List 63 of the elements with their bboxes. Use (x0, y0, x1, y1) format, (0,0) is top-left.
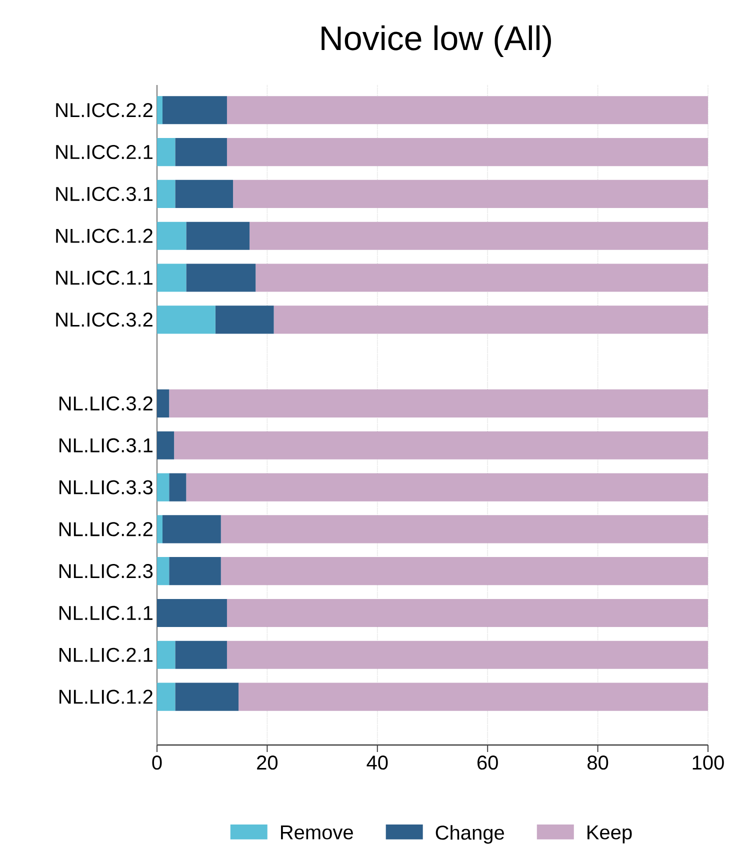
y-tick-label: NL.LIC.2.1 (60, 648, 152, 662)
bar (186, 264, 256, 292)
y-tick-label: NL.ICC.3.1 (56, 186, 152, 202)
y-tick-label: NL.LIC.3.1 (60, 438, 152, 452)
y-tick-label: NL.LIC.3.2 (60, 396, 152, 411)
bar (175, 640, 227, 669)
x-tick-label: 60 (477, 756, 498, 770)
bar (256, 264, 708, 292)
bar (220, 515, 708, 544)
chart-title: Novice low (All) (322, 25, 551, 58)
bar (226, 640, 708, 669)
legend-label: Change (436, 825, 504, 844)
bar (169, 473, 186, 502)
bar (157, 222, 186, 250)
bar (175, 138, 227, 166)
bar (157, 96, 163, 124)
y-tick-label: NL.ICC.2.1 (56, 144, 152, 160)
y-tick-label: NL.LIC.1.2 (60, 690, 152, 704)
bar (157, 515, 163, 544)
bar (226, 598, 708, 628)
x-tick-label: 20 (257, 756, 278, 770)
y-tick-label: NL.LIC.1.1 (60, 606, 152, 620)
bar (169, 557, 221, 586)
bar (238, 682, 708, 711)
y-tick-label: NL.LIC.2.2 (60, 522, 152, 536)
legend-label: Keep (588, 825, 632, 844)
bar (186, 222, 250, 250)
bar (174, 431, 708, 460)
y-tick-label: NL.ICC.1.1 (56, 270, 152, 285)
bar (157, 682, 176, 711)
bar (186, 473, 708, 502)
bar (274, 306, 708, 334)
bar (233, 180, 708, 208)
x-tick-label: 40 (366, 756, 388, 770)
bar (220, 557, 708, 586)
bar (175, 180, 234, 208)
bar (157, 138, 176, 166)
bar (169, 389, 708, 418)
bar (157, 264, 186, 292)
bar (157, 389, 170, 418)
bar (157, 306, 216, 334)
y-tick-label: NL.LIC.3.3 (60, 480, 153, 494)
bar (162, 515, 221, 544)
bar (157, 640, 176, 669)
x-tick-label: 0 (152, 756, 162, 770)
y-tick-label: NL.ICC.1.2 (56, 228, 152, 243)
x-tick-label: 80 (588, 756, 608, 770)
bar (157, 598, 227, 628)
bar (250, 222, 708, 250)
bar (162, 96, 227, 124)
x-tick-label: 100 (692, 756, 724, 770)
bar (157, 473, 170, 502)
bar (157, 180, 176, 208)
legend-label: Remove (281, 825, 353, 840)
bar (157, 431, 174, 460)
bar (157, 557, 170, 586)
y-tick-label: NL.LIC.2.3 (60, 564, 153, 578)
bar (226, 96, 708, 124)
y-tick-label: NL.ICC.3.2 (56, 312, 152, 327)
y-tick-label: NL.ICC.2.2 (56, 103, 152, 118)
bar (226, 138, 708, 166)
bar (175, 682, 239, 711)
bar (215, 306, 274, 334)
